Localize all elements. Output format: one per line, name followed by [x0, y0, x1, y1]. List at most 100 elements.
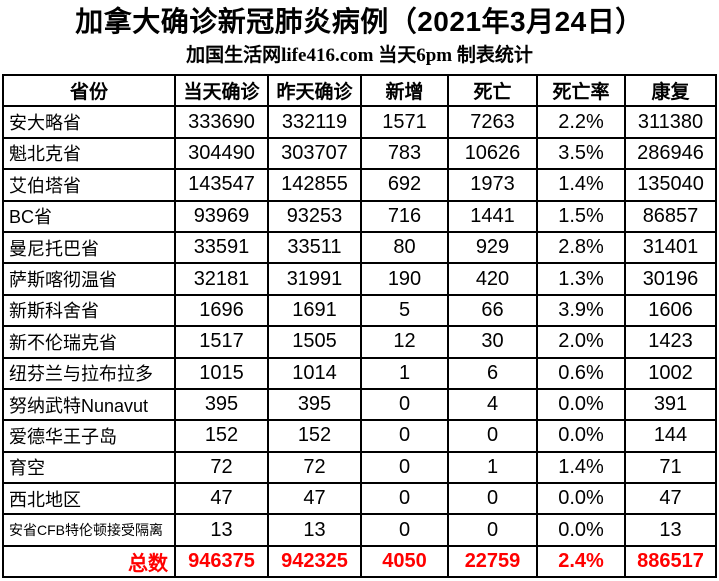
cell-recovered: 311380	[624, 105, 717, 139]
column-header-province: 省份	[2, 73, 176, 108]
cell-rate: 3.9%	[536, 293, 626, 328]
cell-recovered: 1423	[624, 325, 717, 359]
cell-rate: 1.3%	[536, 262, 626, 296]
cell-province: 新不伦瑞克省	[2, 325, 176, 359]
total-cell-rate: 2.4%	[536, 544, 626, 579]
cell-recovered: 391	[624, 387, 717, 422]
cell-recovered: 30196	[624, 262, 717, 296]
cell-deaths: 10626	[447, 136, 538, 171]
cell-new: 0	[360, 419, 449, 453]
table-row: 安大略省 333690 332119 1571 7263 2.2% 311380	[2, 105, 717, 139]
cell-recovered: 71	[624, 450, 717, 485]
cell-yesterday: 1691	[267, 293, 362, 328]
cell-today: 395	[174, 387, 269, 422]
cell-rate: 3.5%	[536, 136, 626, 171]
cell-rate: 0.0%	[536, 513, 626, 547]
cell-today: 1517	[174, 325, 269, 359]
cell-deaths: 0	[447, 419, 538, 453]
table-row: 安省CFB特伦顿接受隔离 13 13 0 0 0.0% 13	[2, 513, 717, 547]
cell-yesterday: 72	[267, 450, 362, 485]
cell-recovered: 31401	[624, 230, 717, 265]
cell-today: 143547	[174, 168, 269, 202]
cell-new: 12	[360, 325, 449, 359]
cell-province: 爱德华王子岛	[2, 419, 176, 453]
column-header-today: 当天确诊	[174, 73, 269, 108]
cell-recovered: 286946	[624, 136, 717, 171]
cell-rate: 1.5%	[536, 199, 626, 233]
cell-province: 育空	[2, 450, 176, 485]
cell-yesterday: 1014	[267, 356, 362, 390]
cell-rate: 0.0%	[536, 482, 626, 516]
cell-rate: 2.8%	[536, 230, 626, 265]
cell-province: 魁北克省	[2, 136, 176, 171]
cell-rate: 2.2%	[536, 105, 626, 139]
cell-today: 152	[174, 419, 269, 453]
cell-recovered: 86857	[624, 199, 717, 233]
cell-province: 新斯科舍省	[2, 293, 176, 328]
table-row: 新不伦瑞克省 1517 1505 12 30 2.0% 1423	[2, 325, 717, 359]
total-cell-recovered: 886517	[624, 544, 717, 579]
cell-today: 93969	[174, 199, 269, 233]
table-row: 曼尼托巴省 33591 33511 80 929 2.8% 31401	[2, 230, 717, 265]
table-row: 艾伯塔省 143547 142855 692 1973 1.4% 135040	[2, 168, 717, 202]
cell-deaths: 929	[447, 230, 538, 265]
cell-rate: 0.6%	[536, 356, 626, 390]
cell-deaths: 1441	[447, 199, 538, 233]
table-row: 爱德华王子岛 152 152 0 0 0.0% 144	[2, 419, 717, 453]
cell-rate: 2.0%	[536, 325, 626, 359]
cell-new: 190	[360, 262, 449, 296]
cell-yesterday: 33511	[267, 230, 362, 265]
cell-new: 0	[360, 513, 449, 547]
cell-today: 1015	[174, 356, 269, 390]
cell-recovered: 47	[624, 482, 717, 516]
cell-today: 13	[174, 513, 269, 547]
table-total-row: 总数 946375 942325 4050 22759 2.4% 886517	[2, 544, 717, 579]
cell-deaths: 66	[447, 293, 538, 328]
cell-province: 艾伯塔省	[2, 168, 176, 202]
total-cell-new: 4050	[360, 544, 449, 579]
cell-today: 1696	[174, 293, 269, 328]
covid-stats-table: 省份 当天确诊 昨天确诊 新增 死亡 死亡率 康复 安大略省 333690 33…	[2, 73, 717, 579]
cell-recovered: 1606	[624, 293, 717, 328]
cell-today: 33591	[174, 230, 269, 265]
cell-deaths: 30	[447, 325, 538, 359]
cell-yesterday: 13	[267, 513, 362, 547]
cell-province: 努纳武特Nunavut	[2, 387, 176, 422]
cell-rate: 0.0%	[536, 387, 626, 422]
cell-province: 西北地区	[2, 482, 176, 516]
total-cell-yesterday: 942325	[267, 544, 362, 579]
cell-recovered: 135040	[624, 168, 717, 202]
table-header-row: 省份 当天确诊 昨天确诊 新增 死亡 死亡率 康复	[2, 73, 717, 108]
cell-province: 安大略省	[2, 105, 176, 139]
cell-yesterday: 31991	[267, 262, 362, 296]
total-cell-deaths: 22759	[447, 544, 538, 579]
cell-province: 纽芬兰与拉布拉多	[2, 356, 176, 390]
cell-yesterday: 395	[267, 387, 362, 422]
cell-recovered: 1002	[624, 356, 717, 390]
cell-new: 0	[360, 387, 449, 422]
cell-new: 1	[360, 356, 449, 390]
table-row: BC省 93969 93253 716 1441 1.5% 86857	[2, 199, 717, 233]
cell-rate: 1.4%	[536, 450, 626, 485]
cell-new: 80	[360, 230, 449, 265]
cell-yesterday: 142855	[267, 168, 362, 202]
cell-province: 萨斯喀彻温省	[2, 262, 176, 296]
column-header-recovered: 康复	[624, 73, 717, 108]
column-header-new: 新增	[360, 73, 449, 108]
cell-new: 783	[360, 136, 449, 171]
cell-yesterday: 1505	[267, 325, 362, 359]
column-header-yesterday: 昨天确诊	[267, 73, 362, 108]
table-row: 萨斯喀彻温省 32181 31991 190 420 1.3% 30196	[2, 262, 717, 296]
cell-yesterday: 152	[267, 419, 362, 453]
cell-deaths: 0	[447, 513, 538, 547]
cell-new: 5	[360, 293, 449, 328]
cell-rate: 1.4%	[536, 168, 626, 202]
cell-deaths: 1973	[447, 168, 538, 202]
cell-province: 曼尼托巴省	[2, 230, 176, 265]
cell-new: 716	[360, 199, 449, 233]
cell-deaths: 6	[447, 356, 538, 390]
table-row: 纽芬兰与拉布拉多 1015 1014 1 6 0.6% 1002	[2, 356, 717, 390]
cell-province: BC省	[2, 199, 176, 233]
cell-new: 0	[360, 482, 449, 516]
